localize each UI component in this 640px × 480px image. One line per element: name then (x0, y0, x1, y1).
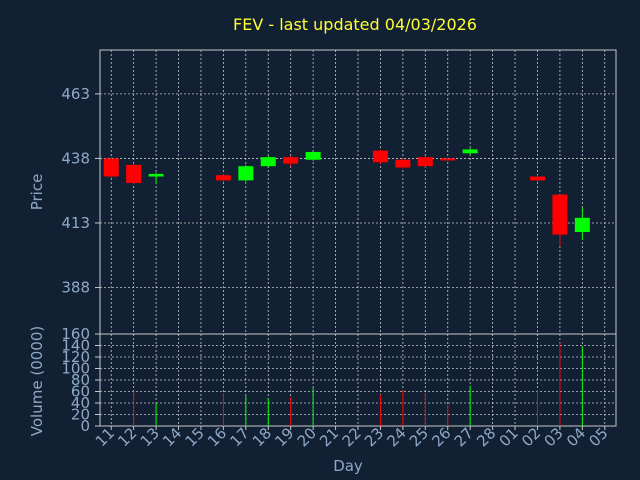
candle-body (372, 150, 388, 163)
volume-tick-label: 0 (80, 417, 90, 435)
candle-body (552, 194, 568, 235)
volume-tick-label: 60 (71, 383, 90, 401)
chart-title: FEV - last updated 04/03/2026 (233, 15, 477, 34)
candle-body (260, 157, 276, 167)
price-tick-label: 413 (61, 214, 90, 232)
candles (103, 148, 590, 247)
price-panel: 388 413 438 463 Price (28, 49, 617, 335)
price-y-axis: 388 413 438 463 (61, 85, 100, 297)
price-grid (100, 50, 616, 334)
price-tick-label: 388 (61, 279, 90, 297)
volume-tick-label: 120 (61, 348, 90, 366)
candle-body (462, 149, 478, 154)
candle-body (283, 157, 299, 164)
candle-body (395, 159, 411, 168)
volume-tick-label: 100 (61, 360, 90, 378)
volume-tick-label: 140 (61, 337, 90, 355)
x-axis: 1112131415161718192021222324252627280102… (92, 424, 612, 450)
volume-tick-label: 40 (71, 394, 90, 412)
candle-body (148, 173, 164, 177)
volume-bars (133, 343, 583, 426)
candle-body (126, 164, 142, 183)
volume-tick-label: 160 (61, 325, 90, 343)
candle-body (529, 176, 545, 181)
candle-body (440, 158, 456, 161)
price-tick-label: 463 (61, 85, 90, 103)
volume-tick-label: 20 (71, 406, 90, 424)
candle-body (215, 175, 231, 181)
candle-body (417, 157, 433, 167)
price-tick-label: 438 (61, 149, 90, 167)
candle-body (238, 166, 254, 181)
candle-body (103, 158, 119, 177)
candle-body (305, 151, 321, 160)
x-tick-label: 05 (585, 424, 611, 450)
volume-grid (100, 334, 616, 426)
volume-axis-label: Volume (0000) (28, 326, 46, 436)
price-axis-label: Price (28, 174, 46, 211)
x-axis-label: Day (333, 457, 363, 475)
candle-body (574, 217, 590, 233)
volume-tick-label: 80 (71, 371, 90, 389)
